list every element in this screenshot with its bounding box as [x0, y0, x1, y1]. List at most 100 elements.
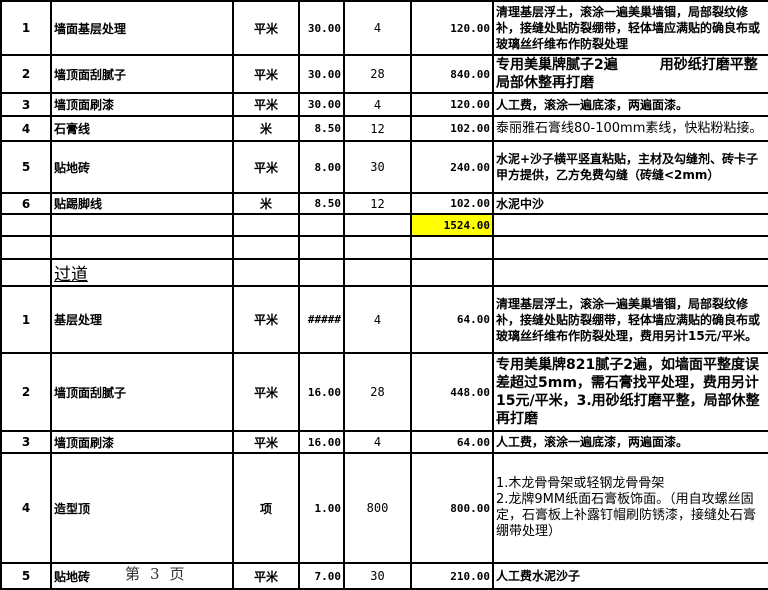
cell-no[interactable]: 1: [0, 285, 52, 354]
cell-name[interactable]: 墙顶面刮腻子: [50, 352, 234, 432]
subtotal-cell[interactable]: 1524.00: [410, 213, 494, 237]
cell-total[interactable]: 120.00: [410, 0, 494, 56]
cell-total[interactable]: 448.00: [410, 352, 494, 432]
cell-name[interactable]: [50, 213, 234, 237]
cell-price[interactable]: 12: [343, 192, 412, 215]
cell-qty[interactable]: 30.00: [298, 0, 345, 56]
cell-name[interactable]: [50, 235, 234, 260]
cell-desc[interactable]: 专用美巢牌821腻子2遍，如墙面平整度误差超过5mm，需石膏找平处理，费用另计1…: [492, 352, 768, 432]
cell-desc[interactable]: 水泥中沙: [492, 192, 768, 215]
cell-desc[interactable]: [492, 235, 768, 260]
cell-price[interactable]: 4: [343, 0, 412, 56]
cell-desc[interactable]: 清理基层浮土，滚涂一遍美巢墙锢，局部裂纹修补，接缝处贴防裂绷带，轻体墙应满贴的确…: [492, 285, 768, 354]
cell-total[interactable]: [410, 235, 494, 260]
cell-unit[interactable]: 平米: [232, 562, 300, 590]
cell-name[interactable]: 基层处理: [50, 285, 234, 354]
cell-price[interactable]: 4: [343, 285, 412, 354]
cell-unit[interactable]: 项: [232, 452, 300, 564]
cell-unit[interactable]: 平米: [232, 92, 300, 117]
cell-unit[interactable]: 米: [232, 192, 300, 215]
cell-name[interactable]: 贴地砖: [50, 140, 234, 194]
cell-total[interactable]: 102.00: [410, 192, 494, 215]
cell-qty[interactable]: 1.00: [298, 452, 345, 564]
cell-price[interactable]: 4: [343, 430, 412, 454]
cell-total[interactable]: 64.00: [410, 285, 494, 354]
cell-no[interactable]: 3: [0, 430, 52, 454]
cell-no[interactable]: [0, 258, 52, 287]
cell-price[interactable]: [343, 258, 412, 287]
cell-unit[interactable]: [232, 258, 300, 287]
cell-price[interactable]: 30: [343, 562, 412, 590]
cell-qty[interactable]: 8.00: [298, 140, 345, 194]
cell-no[interactable]: 4: [0, 115, 52, 142]
cell-no[interactable]: 4: [0, 452, 52, 564]
cell-price[interactable]: 4: [343, 92, 412, 117]
cell-total[interactable]: 240.00: [410, 140, 494, 194]
cell-desc[interactable]: 人工费，滚涂一遍底漆，两遍面漆。: [492, 430, 768, 454]
cell-desc[interactable]: 人工费，滚涂一遍底漆，两遍面漆。: [492, 92, 768, 117]
cell-qty[interactable]: [298, 213, 345, 237]
cell-desc[interactable]: 专用美巢牌腻子2遍 用砂纸打磨平整局部休整再打磨: [492, 54, 768, 94]
cell-name[interactable]: 墙顶面刷漆: [50, 92, 234, 117]
cell-name[interactable]: 墙面基层处理: [50, 0, 234, 56]
cell-name[interactable]: 石膏线: [50, 115, 234, 142]
cell-no[interactable]: 1: [0, 0, 52, 56]
cell-unit[interactable]: 平米: [232, 352, 300, 432]
cell-name[interactable]: 墙顶面刮腻子: [50, 54, 234, 94]
cell-desc[interactable]: 水泥+沙子横平竖直粘贴，主材及勾缝剂、砖卡子甲方提供，乙方免费勾缝（砖缝<2mm…: [492, 140, 768, 194]
cell-qty[interactable]: 16.00: [298, 430, 345, 454]
cell-qty[interactable]: [298, 258, 345, 287]
cell-unit[interactable]: 米: [232, 115, 300, 142]
cell-no[interactable]: 2: [0, 54, 52, 94]
cell-name[interactable]: 贴踢脚线: [50, 192, 234, 215]
cell-price[interactable]: [343, 213, 412, 237]
cell-name[interactable]: 造型顶: [50, 452, 234, 564]
cell-desc[interactable]: 人工费水泥沙子: [492, 562, 768, 590]
cell-unit[interactable]: [232, 213, 300, 237]
cell-unit[interactable]: 平米: [232, 285, 300, 354]
cell-unit[interactable]: 平米: [232, 430, 300, 454]
cell-price[interactable]: 28: [343, 352, 412, 432]
cell-total[interactable]: 64.00: [410, 430, 494, 454]
section-title[interactable]: 过道: [50, 258, 234, 287]
cell-unit[interactable]: 平米: [232, 54, 300, 94]
cell-no[interactable]: 3: [0, 92, 52, 117]
cell-qty[interactable]: 30.00: [298, 92, 345, 117]
cell-price[interactable]: 800: [343, 452, 412, 564]
table-row: 4 造型顶项 1.00 800 800.00 1.木龙骨骨架或轻钢龙骨骨架 2.龙牌9MM…: [0, 452, 768, 564]
cell-qty[interactable]: 8.50: [298, 115, 345, 142]
cell-total[interactable]: 840.00: [410, 54, 494, 94]
cell-no[interactable]: 6: [0, 192, 52, 215]
table-row: 2 墙顶面刮腻子 平米 16.00 28 448.00 专用美巢牌821腻子2遍，如墙面平整…: [0, 352, 768, 432]
cell-qty[interactable]: #####: [298, 285, 345, 354]
cell-qty[interactable]: 16.00: [298, 352, 345, 432]
cell-desc[interactable]: 泰丽雅石膏线80-100mm素线，快粘粉粘接。: [492, 115, 768, 142]
cell-price[interactable]: [343, 235, 412, 260]
cell-no[interactable]: 5: [0, 140, 52, 194]
cell-total[interactable]: 210.00: [410, 562, 494, 590]
cell-qty[interactable]: 30.00: [298, 54, 345, 94]
cell-qty[interactable]: 7.00: [298, 562, 345, 590]
cell-qty[interactable]: 8.50: [298, 192, 345, 215]
cell-unit[interactable]: [232, 235, 300, 260]
cell-price[interactable]: 30: [343, 140, 412, 194]
cell-price[interactable]: 12: [343, 115, 412, 142]
cell-no[interactable]: [0, 235, 52, 260]
cell-desc[interactable]: [492, 258, 768, 287]
cell-total[interactable]: 800.00: [410, 452, 494, 564]
cell-no[interactable]: 2: [0, 352, 52, 432]
cell-price[interactable]: 28: [343, 54, 412, 94]
cell-total[interactable]: 102.00: [410, 115, 494, 142]
cell-unit[interactable]: 平米: [232, 0, 300, 56]
cell-unit[interactable]: 平米: [232, 140, 300, 194]
cell-desc[interactable]: 清理基层浮土，滚涂一遍美巢墙锢，局部裂纹修补，接缝处贴防裂绷带，轻体墙应满贴的确…: [492, 0, 768, 56]
cell-total[interactable]: 120.00: [410, 92, 494, 117]
cell-total[interactable]: [410, 258, 494, 287]
cell-name[interactable]: 贴地砖: [50, 562, 234, 590]
cell-qty[interactable]: [298, 235, 345, 260]
cell-no[interactable]: [0, 213, 52, 237]
cell-desc[interactable]: [492, 213, 768, 237]
cell-name[interactable]: 墙顶面刷漆: [50, 430, 234, 454]
cell-no[interactable]: 5: [0, 562, 52, 590]
cell-desc[interactable]: 1.木龙骨骨架或轻钢龙骨骨架 2.龙牌9MM纸面石膏板饰面。（用自攻螺丝固定，石…: [492, 452, 768, 564]
